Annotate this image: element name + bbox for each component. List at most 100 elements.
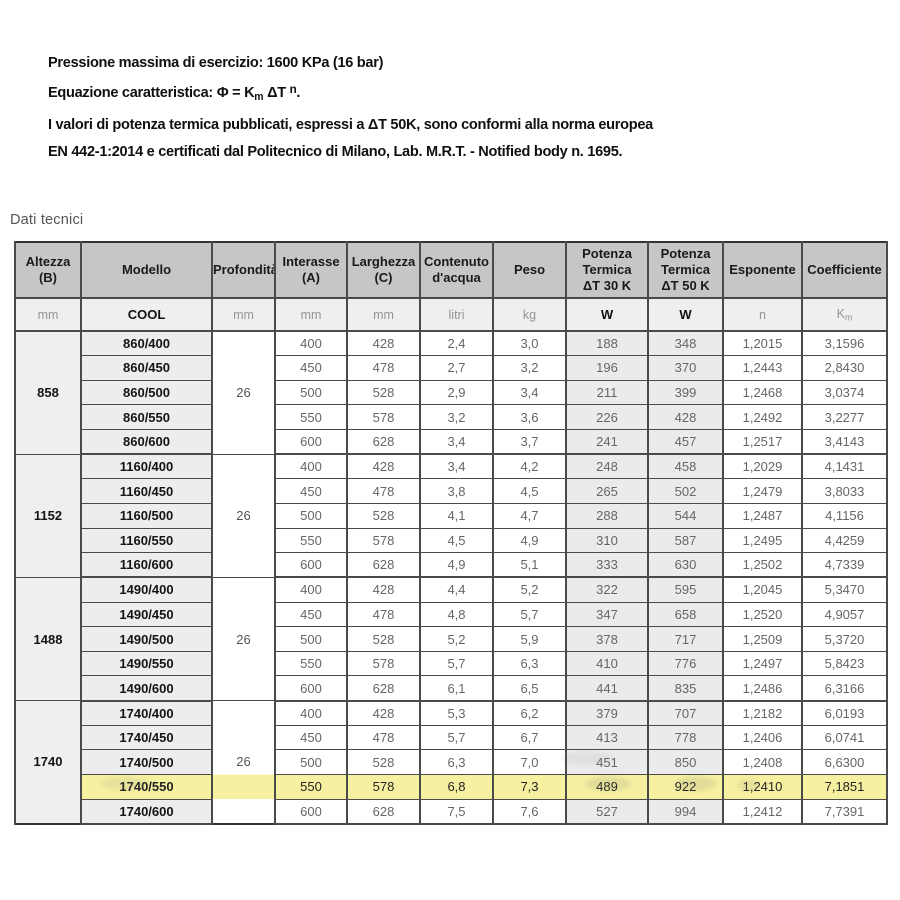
model-cell: 1490/450 — [80, 601, 213, 628]
column-header-coefficiente: Coefficiente — [801, 241, 888, 299]
esponente-cell: 1,2029 — [722, 453, 803, 480]
larghezza-cell: 528 — [346, 749, 421, 776]
unit-text: mm — [373, 307, 394, 322]
coefficiente-cell: 3,1596 — [801, 330, 888, 357]
equation-subscript: m — [254, 90, 264, 103]
larghezza-cell: 478 — [346, 478, 421, 504]
unit-larghezza: mm — [346, 297, 421, 332]
esponente-cell: 1,2495 — [722, 527, 803, 554]
potenza-dt30-cell: 441 — [565, 675, 649, 702]
esponente-cell: 1,2509 — [722, 626, 803, 652]
coefficiente-cell: 2,8430 — [801, 355, 888, 381]
column-header-potenza-dt30: Potenza Termica ΔT 30 K — [565, 241, 649, 299]
interasse-cell: 550 — [274, 774, 348, 800]
model-cell: 860/550 — [80, 404, 213, 431]
potenza-dt50-cell: 994 — [647, 798, 724, 825]
potenza-dt30-cell: 333 — [565, 552, 649, 579]
table-row: 1160/550 550 578 4,5 4,9 310 587 1,2495 4,4259 — [15, 527, 888, 554]
esponente-cell: 1,2492 — [722, 404, 803, 431]
peso-cell: 5,7 — [492, 601, 567, 628]
interasse-cell: 450 — [274, 478, 348, 504]
potenza-dt30-cell: 379 — [565, 700, 649, 726]
contenuto-acqua-cell: 4,5 — [419, 527, 494, 554]
interasse-cell: 450 — [274, 724, 348, 751]
unit-interasse: mm — [274, 297, 348, 332]
unit-text: COOL — [127, 307, 166, 322]
coefficiente-cell: 3,0374 — [801, 379, 888, 406]
coefficiente-cell: 6,3166 — [801, 675, 888, 702]
contenuto-acqua-cell: 5,7 — [419, 724, 494, 751]
contenuto-acqua-cell: 3,4 — [419, 429, 494, 456]
potenza-dt50-cell: 544 — [647, 502, 724, 529]
potenza-dt50-cell: 348 — [647, 330, 724, 357]
model-cell: 1160/500 — [80, 502, 213, 529]
potenza-dt50-cell: 587 — [647, 527, 724, 554]
potenza-dt30-cell: 188 — [565, 330, 649, 357]
larghezza-cell: 628 — [346, 675, 421, 702]
esponente-cell: 1,2487 — [722, 502, 803, 529]
larghezza-cell: 478 — [346, 724, 421, 751]
column-header-larghezza: Larghezza (C) — [346, 241, 421, 299]
coefficiente-cell: 4,4259 — [801, 527, 888, 554]
coefficiente-cell: 6,6300 — [801, 749, 888, 776]
model-cell: 1740/450 — [80, 724, 213, 751]
esponente-cell: 1,2412 — [722, 798, 803, 825]
contenuto-acqua-cell: 6,3 — [419, 749, 494, 776]
peso-cell: 3,6 — [492, 404, 567, 431]
altezza-cell: 858 — [14, 330, 82, 455]
potenza-dt50-cell: 717 — [647, 626, 724, 652]
potenza-dt50-cell: 399 — [647, 379, 724, 406]
esponente-cell: 1,2408 — [722, 749, 803, 776]
esponente-cell: 1,2182 — [722, 700, 803, 726]
table-row: 1160/450 450 478 3,8 4,5 265 502 1,2479 3,8033 — [15, 478, 888, 504]
contenuto-acqua-cell: 4,9 — [419, 552, 494, 579]
contenuto-acqua-cell: 5,2 — [419, 626, 494, 652]
interasse-cell: 600 — [274, 798, 348, 825]
model-cell: 1490/500 — [80, 626, 213, 652]
table-row: 1160/600 600 628 4,9 5,1 333 630 1,2502 4,7339 — [15, 552, 888, 579]
potenza-dt30-cell: 226 — [565, 404, 649, 431]
column-header-profondita: Profondità — [211, 241, 276, 299]
potenza-dt50-cell: 458 — [647, 453, 724, 480]
contenuto-acqua-cell: 6,1 — [419, 675, 494, 702]
coefficiente-cell: 3,2277 — [801, 404, 888, 431]
contenuto-acqua-cell: 5,7 — [419, 650, 494, 677]
column-header-potenza-dt50: Potenza Termica ΔT 50 K — [647, 241, 724, 299]
unit-text: K — [836, 306, 846, 321]
table-row: 860/450 450 478 2,7 3,2 196 370 1,2443 2,8430 — [15, 355, 888, 381]
interasse-cell: 400 — [274, 453, 348, 480]
potenza-dt30-cell: 413 — [565, 724, 649, 751]
unit-altezza: mm — [14, 297, 82, 332]
unit-text: mm — [37, 307, 59, 322]
peso-cell: 4,2 — [492, 453, 567, 480]
intro-line-norm: I valori di potenza termica pubblicati, … — [48, 115, 653, 133]
peso-cell: 7,6 — [492, 798, 567, 825]
interasse-cell: 500 — [274, 749, 348, 776]
interasse-cell: 550 — [274, 404, 348, 431]
potenza-dt50-cell: 776 — [647, 650, 724, 677]
profondita-cell: 26 — [211, 453, 276, 578]
larghezza-cell: 528 — [346, 502, 421, 529]
larghezza-cell: 478 — [346, 355, 421, 381]
potenza-dt30-cell: 310 — [565, 527, 649, 554]
larghezza-cell: 628 — [346, 552, 421, 579]
coefficiente-cell: 4,1431 — [801, 453, 888, 480]
larghezza-cell: 628 — [346, 429, 421, 456]
interasse-cell: 400 — [274, 700, 348, 726]
esponente-cell: 1,2443 — [722, 355, 803, 381]
potenza-dt30-cell: 211 — [565, 379, 649, 406]
contenuto-acqua-cell: 4,8 — [419, 601, 494, 628]
coefficiente-cell: 5,8423 — [801, 650, 888, 677]
esponente-cell: 1,2517 — [722, 429, 803, 456]
potenza-dt30-cell: 241 — [565, 429, 649, 456]
interasse-cell: 400 — [274, 576, 348, 603]
model-cell: 860/450 — [80, 355, 213, 381]
model-cell: 1490/400 — [80, 576, 213, 603]
peso-cell: 5,9 — [492, 626, 567, 652]
contenuto-acqua-cell: 3,4 — [419, 453, 494, 480]
interasse-cell: 550 — [274, 527, 348, 554]
contenuto-acqua-cell: 7,5 — [419, 798, 494, 825]
model-cell: 1160/400 — [80, 453, 213, 480]
esponente-cell: 1,2015 — [722, 330, 803, 357]
